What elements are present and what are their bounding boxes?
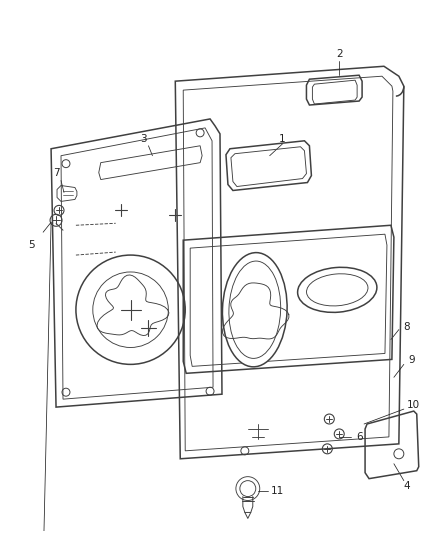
- Text: 3: 3: [140, 134, 146, 144]
- Text: 2: 2: [335, 50, 342, 59]
- Text: 11: 11: [270, 486, 284, 496]
- Text: 8: 8: [403, 321, 409, 332]
- Ellipse shape: [297, 268, 376, 312]
- Text: 1: 1: [279, 134, 285, 144]
- Text: 6: 6: [355, 432, 362, 442]
- Text: 7: 7: [53, 167, 59, 177]
- Text: 10: 10: [406, 400, 419, 410]
- Ellipse shape: [222, 253, 286, 367]
- Text: 9: 9: [407, 356, 414, 366]
- Text: 4: 4: [403, 481, 409, 490]
- Text: 5: 5: [28, 240, 35, 250]
